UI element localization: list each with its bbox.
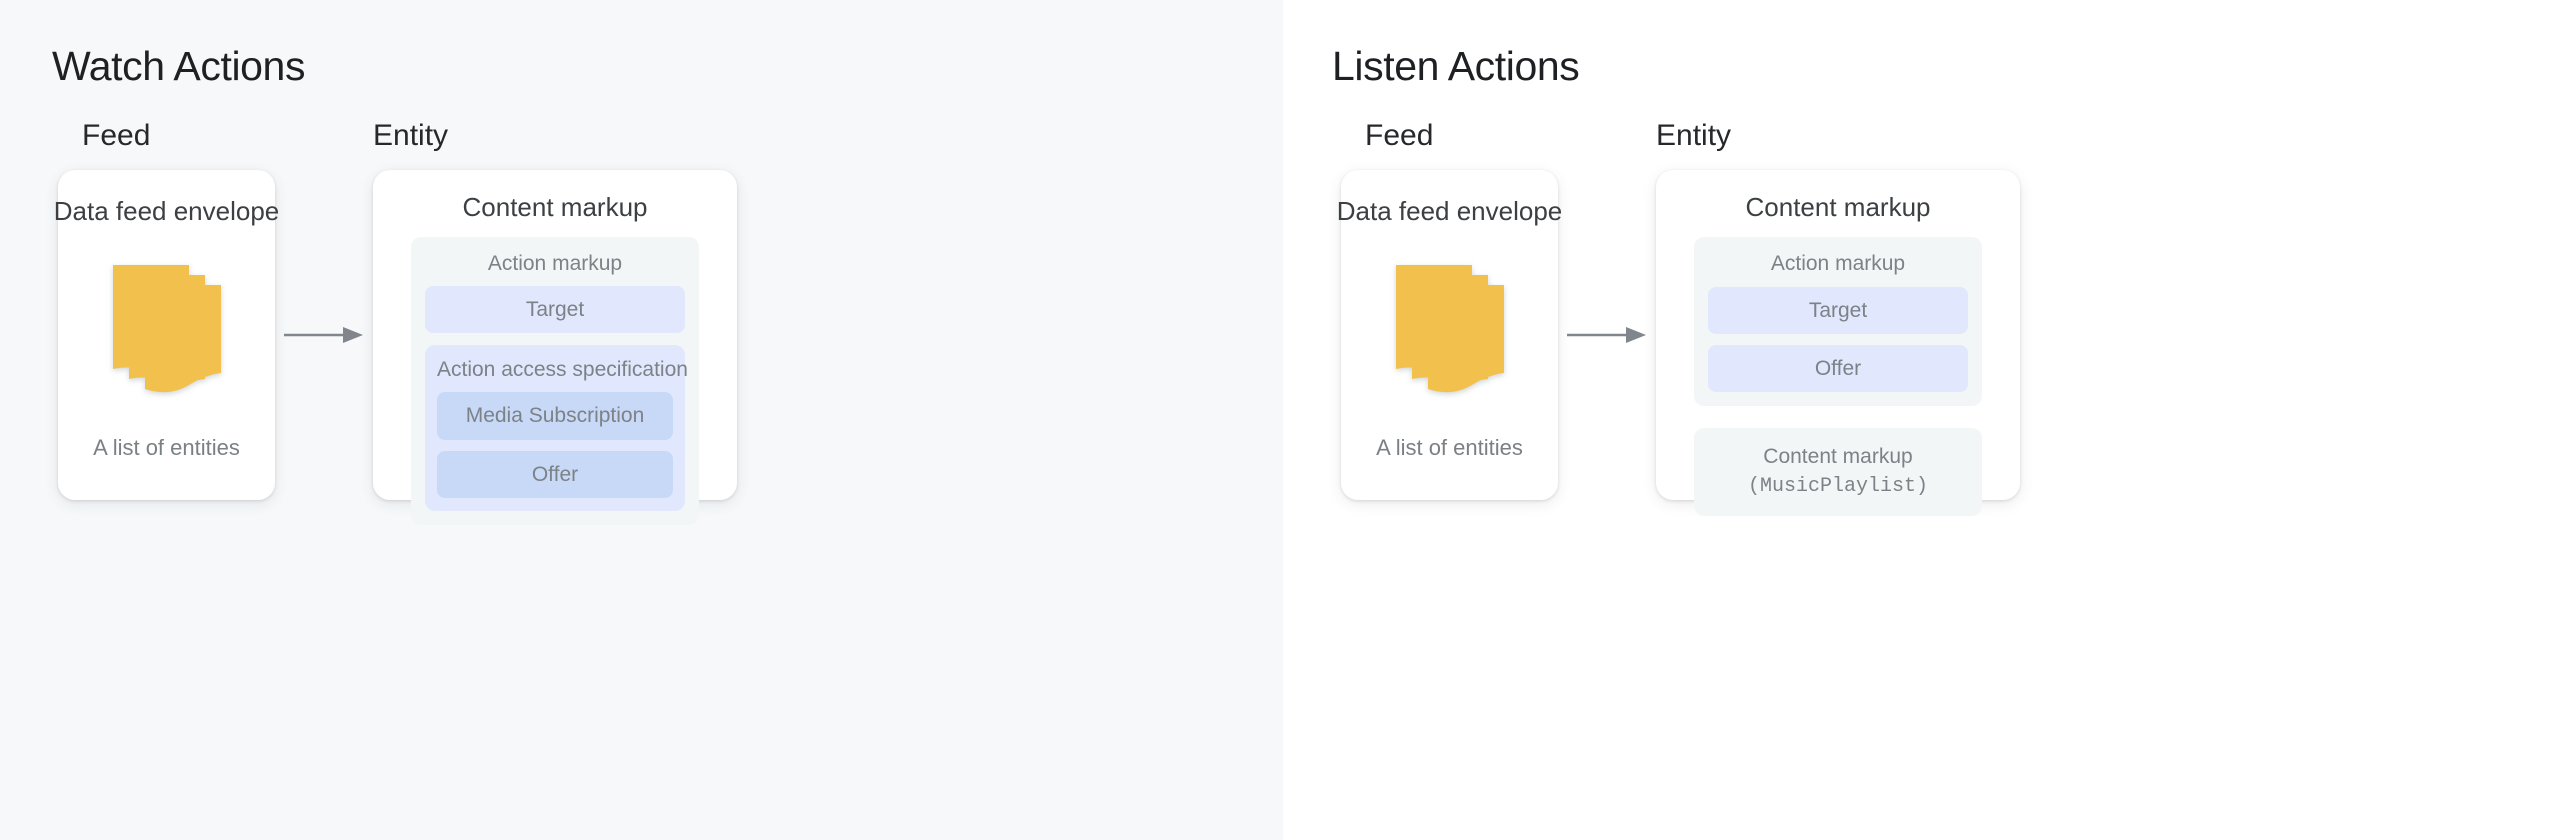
arrow-right-icon — [284, 326, 363, 343]
watch-entity-column: Entity Content markup Action markup Targ… — [373, 119, 737, 525]
watch-action-markup-group[interactable]: Action markup Target Action access speci… — [411, 236, 699, 525]
listen-entity-column-label: Entity — [1656, 119, 1732, 153]
listen-columns: Feed Data feed envelope — [498, 119, 2560, 516]
listen-entity-card-heading: Content markup — [1745, 191, 1931, 222]
watch-action-markup-label: Action markup — [487, 251, 623, 275]
watch-entity-column-label: Entity — [373, 119, 449, 153]
listen-feed-card[interactable]: Data feed envelope — [1337, 169, 1562, 500]
listen-entity-card[interactable]: Content markup Action markup Target Offe… — [1656, 169, 2020, 516]
arrow-right-icon — [1567, 326, 1646, 343]
listen-arrow-gap — [1558, 170, 1656, 500]
listen-entity-column: Entity Content markup Action markup Targ… — [1656, 119, 2020, 516]
listen-feed-caption: A list of entities — [1376, 435, 1523, 461]
panel-title-listen: Listen Actions — [1332, 43, 1580, 89]
watch-feed-column: Feed Data feed envelope — [54, 119, 279, 500]
watch-entity-card[interactable]: Content markup Action markup Target Acti… — [373, 169, 737, 525]
panel-watch-actions: Watch Actions Feed Data feed envelope — [0, 43, 1283, 525]
stacked-documents-icon — [112, 264, 221, 393]
listen-feed-column: Feed Data feed envelope — [1337, 119, 1562, 500]
watch-feed-icon-wrap — [58, 227, 275, 435]
listen-feed-column-label: Feed — [1365, 119, 1434, 153]
listen-content-markup-label: Content markup — [1763, 445, 1913, 469]
listen-feed-icon-wrap — [1341, 227, 1558, 435]
watch-offer-chip[interactable]: Offer — [437, 450, 673, 498]
watch-feed-card-heading: Data feed envelope — [53, 195, 280, 226]
listen-feed-card-heading: Data feed envelope — [1336, 195, 1563, 226]
watch-media-subscription-chip[interactable]: Media Subscription — [437, 392, 673, 440]
listen-target-chip[interactable]: Target — [1708, 286, 1968, 335]
listen-offer-chip[interactable]: Offer — [1708, 345, 1968, 393]
listen-action-markup-group[interactable]: Action markup Target Offer — [1694, 236, 1982, 407]
panel-title-watch: Watch Actions — [52, 43, 306, 89]
watch-feed-column-label: Feed — [82, 119, 151, 153]
listen-action-markup-label: Action markup — [1770, 251, 1906, 275]
stacked-documents-icon — [1395, 264, 1504, 393]
panel-listen-actions: Listen Actions Feed Data feed envelope — [1283, 0, 2560, 840]
watch-columns: Feed Data feed envelope — [0, 119, 1283, 525]
watch-feed-caption: A list of entities — [93, 435, 240, 461]
watch-target-chip[interactable]: Target — [425, 285, 685, 334]
watch-entity-card-heading: Content markup — [462, 191, 648, 222]
listen-content-markup-type: (MusicPlaylist) — [1747, 474, 1929, 498]
listen-content-markup-group[interactable]: Content markup (MusicPlaylist) — [1694, 428, 1982, 516]
watch-feed-card[interactable]: Data feed envelope — [54, 169, 279, 500]
watch-arrow-gap — [275, 170, 373, 500]
watch-action-access-specification-group[interactable]: Action access specification Media Subscr… — [425, 345, 688, 511]
watch-action-access-specification-label: Action access specification — [437, 358, 688, 382]
